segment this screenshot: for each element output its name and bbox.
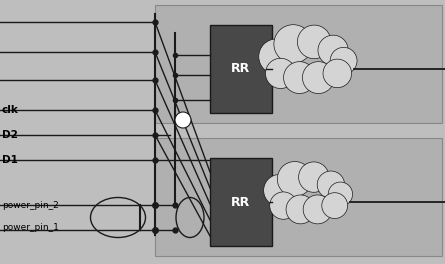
Bar <box>210 25 272 113</box>
Text: RR: RR <box>231 196 251 209</box>
Circle shape <box>322 193 348 219</box>
Text: D2: D2 <box>2 130 18 140</box>
Circle shape <box>323 59 352 88</box>
Circle shape <box>297 25 331 59</box>
Text: RR: RR <box>231 63 251 76</box>
Circle shape <box>330 47 357 74</box>
Circle shape <box>303 62 334 93</box>
Circle shape <box>274 25 312 63</box>
Circle shape <box>286 195 315 224</box>
Circle shape <box>266 58 296 88</box>
Circle shape <box>270 192 297 219</box>
Bar <box>155 5 442 123</box>
Text: clk: clk <box>2 105 19 115</box>
Circle shape <box>175 112 191 128</box>
Circle shape <box>299 162 329 192</box>
Circle shape <box>283 62 316 93</box>
Text: D1: D1 <box>2 155 18 165</box>
Bar <box>210 158 272 246</box>
Bar <box>155 138 442 256</box>
Circle shape <box>263 175 295 206</box>
Circle shape <box>303 195 332 224</box>
Circle shape <box>318 35 348 65</box>
Circle shape <box>259 39 294 74</box>
Circle shape <box>328 182 352 206</box>
Circle shape <box>317 171 344 198</box>
Circle shape <box>277 162 312 196</box>
Text: power_pin_2: power_pin_2 <box>2 201 59 210</box>
Text: power_pin_1: power_pin_1 <box>2 223 59 232</box>
